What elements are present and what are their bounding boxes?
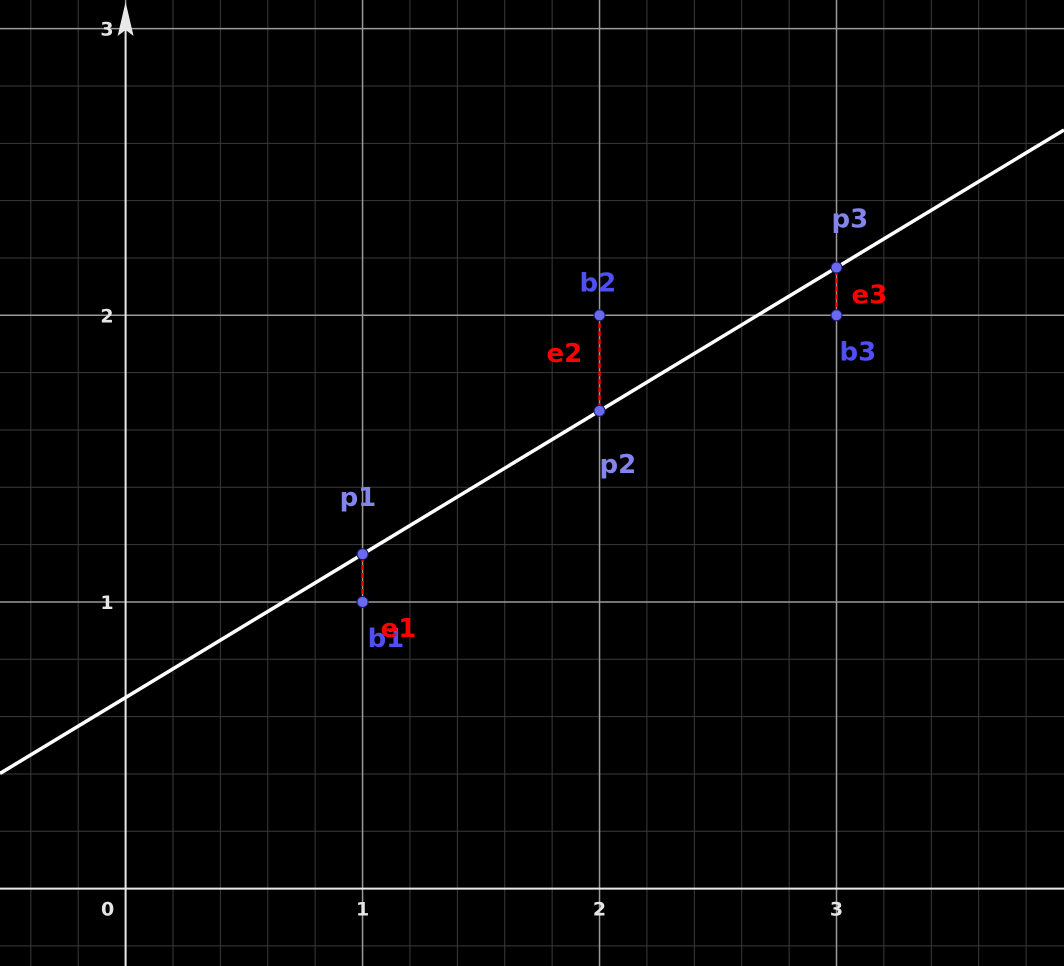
- point-labels: b1 b2 b3 p1 p2 p3 e1 e2 e3: [340, 205, 888, 654]
- tick-labels: 0 1 2 3 1 2 3: [100, 19, 843, 921]
- x-tick-label-1: 1: [356, 899, 369, 921]
- y-tick-label-3: 3: [100, 19, 113, 41]
- point-p1: [356, 548, 369, 561]
- label-p1: p1: [340, 483, 377, 513]
- y-axis-arrow-icon: [117, 2, 134, 36]
- label-p3: p3: [832, 205, 869, 235]
- x-tick-label-0: 0: [101, 899, 114, 921]
- point-b1: [356, 595, 369, 608]
- label-b1: b1: [368, 624, 405, 654]
- label-p2: p2: [600, 450, 637, 480]
- point-b2: [593, 309, 606, 322]
- points: [356, 261, 843, 608]
- label-b2: b2: [580, 268, 617, 298]
- point-b3: [830, 309, 843, 322]
- point-p3: [830, 261, 843, 274]
- label-e3: e3: [852, 280, 888, 310]
- y-tick-label-1: 1: [100, 592, 113, 614]
- x-tick-label-3: 3: [830, 899, 843, 921]
- point-p2: [593, 404, 606, 417]
- fit-line: [0, 128, 1064, 775]
- label-e1: e1: [381, 614, 417, 644]
- y-tick-label-2: 2: [100, 305, 113, 327]
- label-b3: b3: [840, 337, 877, 367]
- x-tick-label-2: 2: [593, 899, 606, 921]
- label-e2: e2: [547, 339, 583, 369]
